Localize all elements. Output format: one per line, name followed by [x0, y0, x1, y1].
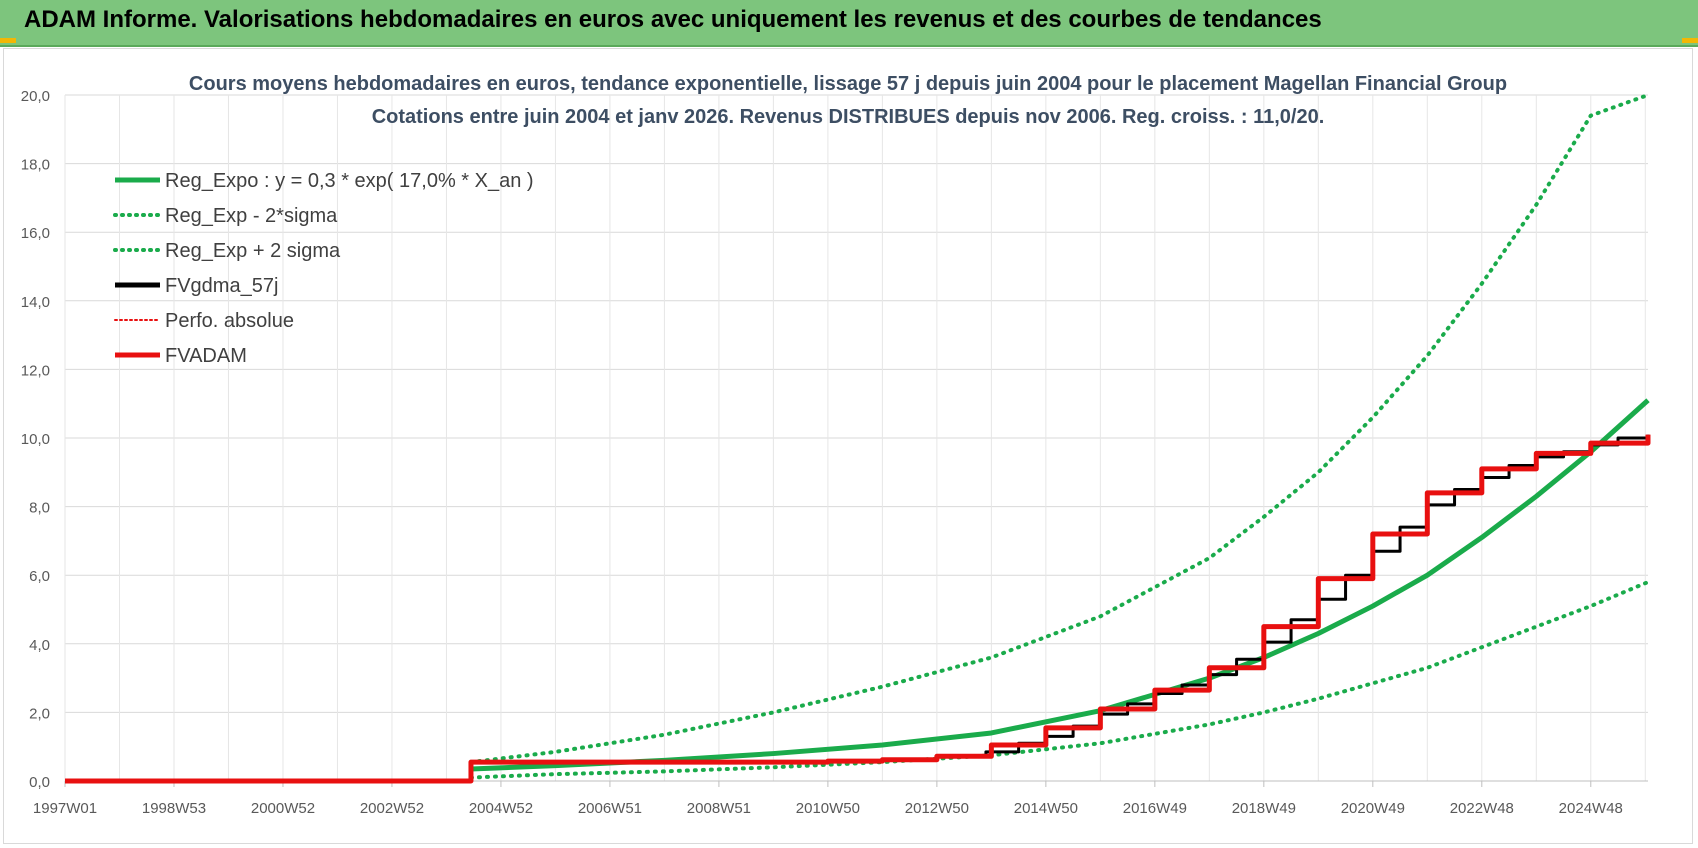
chart-subtitle: Cotations entre juin 2004 et janv 2026. … — [372, 106, 1325, 128]
x-tick-label: 2004W52 — [469, 800, 533, 817]
x-tick-label: 2024W48 — [1559, 800, 1623, 817]
x-tick-label: 1997W01 — [33, 800, 97, 817]
corner-marker-right — [1682, 38, 1698, 43]
legend-label: Reg_Expo : y = 0,3 * exp( 17,0% * X_an ) — [165, 170, 534, 192]
legend-label: FVgdma_57j — [165, 275, 278, 297]
x-tick-label: 2022W48 — [1450, 800, 1514, 817]
axis-layer: 0,0 2,0 4,0 6,0 8,0 10,0 12,0 14,0 16,0 18,0 20,0 1… — [21, 88, 1648, 817]
legend-label: FVADAM — [165, 345, 247, 367]
y-tick-label: 18,0 — [21, 157, 50, 174]
y-tick-label: 10,0 — [21, 431, 50, 448]
x-tick-label: 2016W49 — [1123, 800, 1187, 817]
y-tick-label: 6,0 — [29, 568, 50, 585]
series-layer — [65, 93, 1651, 784]
legend-label: Reg_Exp - 2*sigma — [165, 205, 338, 227]
legend-label: Perfo. absolue — [165, 310, 294, 332]
x-tick-label: 2008W51 — [687, 800, 751, 817]
y-tick-label: 0,0 — [29, 774, 50, 791]
y-tick-label: 8,0 — [29, 500, 50, 517]
x-tick-label: 2020W49 — [1341, 800, 1405, 817]
y-tick-label: 2,0 — [29, 705, 50, 722]
series-line-3 — [470, 434, 1650, 764]
series-line-1 — [468, 580, 1650, 780]
x-tick-label: 2018W49 — [1232, 800, 1296, 817]
legend: Reg_Expo : y = 0,3 * exp( 17,0% * X_an )… — [113, 170, 534, 367]
y-tick-label: 20,0 — [21, 88, 50, 105]
legend-label: Reg_Exp + 2 sigma — [165, 240, 341, 262]
series-line-5 — [65, 434, 1651, 784]
y-tick-label: 4,0 — [29, 637, 50, 654]
x-tick-label: 2010W50 — [796, 800, 860, 817]
series-line-2 — [468, 93, 1650, 765]
x-tick-label: 2012W50 — [905, 800, 969, 817]
x-tick-label: 2006W51 — [578, 800, 642, 817]
x-tick-label: 2000W52 — [251, 800, 315, 817]
x-tick-label: 2014W50 — [1014, 800, 1078, 817]
x-tick-label: 2002W52 — [360, 800, 424, 817]
page-title: ADAM Informe. Valorisations hebdomadaire… — [24, 6, 1322, 33]
header-banner: ADAM Informe. Valorisations hebdomadaire… — [0, 0, 1698, 47]
chart-title: Cours moyens hebdomadaires en euros, ten… — [189, 73, 1507, 95]
y-tick-label: 12,0 — [21, 362, 50, 379]
series-line-0 — [470, 398, 1650, 772]
corner-marker-left — [0, 38, 16, 43]
series-line-4 — [65, 434, 1649, 782]
y-tick-label: 16,0 — [21, 225, 50, 242]
x-tick-label: 1998W53 — [142, 800, 206, 817]
grid-layer — [64, 94, 1648, 782]
chart-frame — [3, 48, 1693, 844]
y-tick-label: 14,0 — [21, 294, 50, 311]
